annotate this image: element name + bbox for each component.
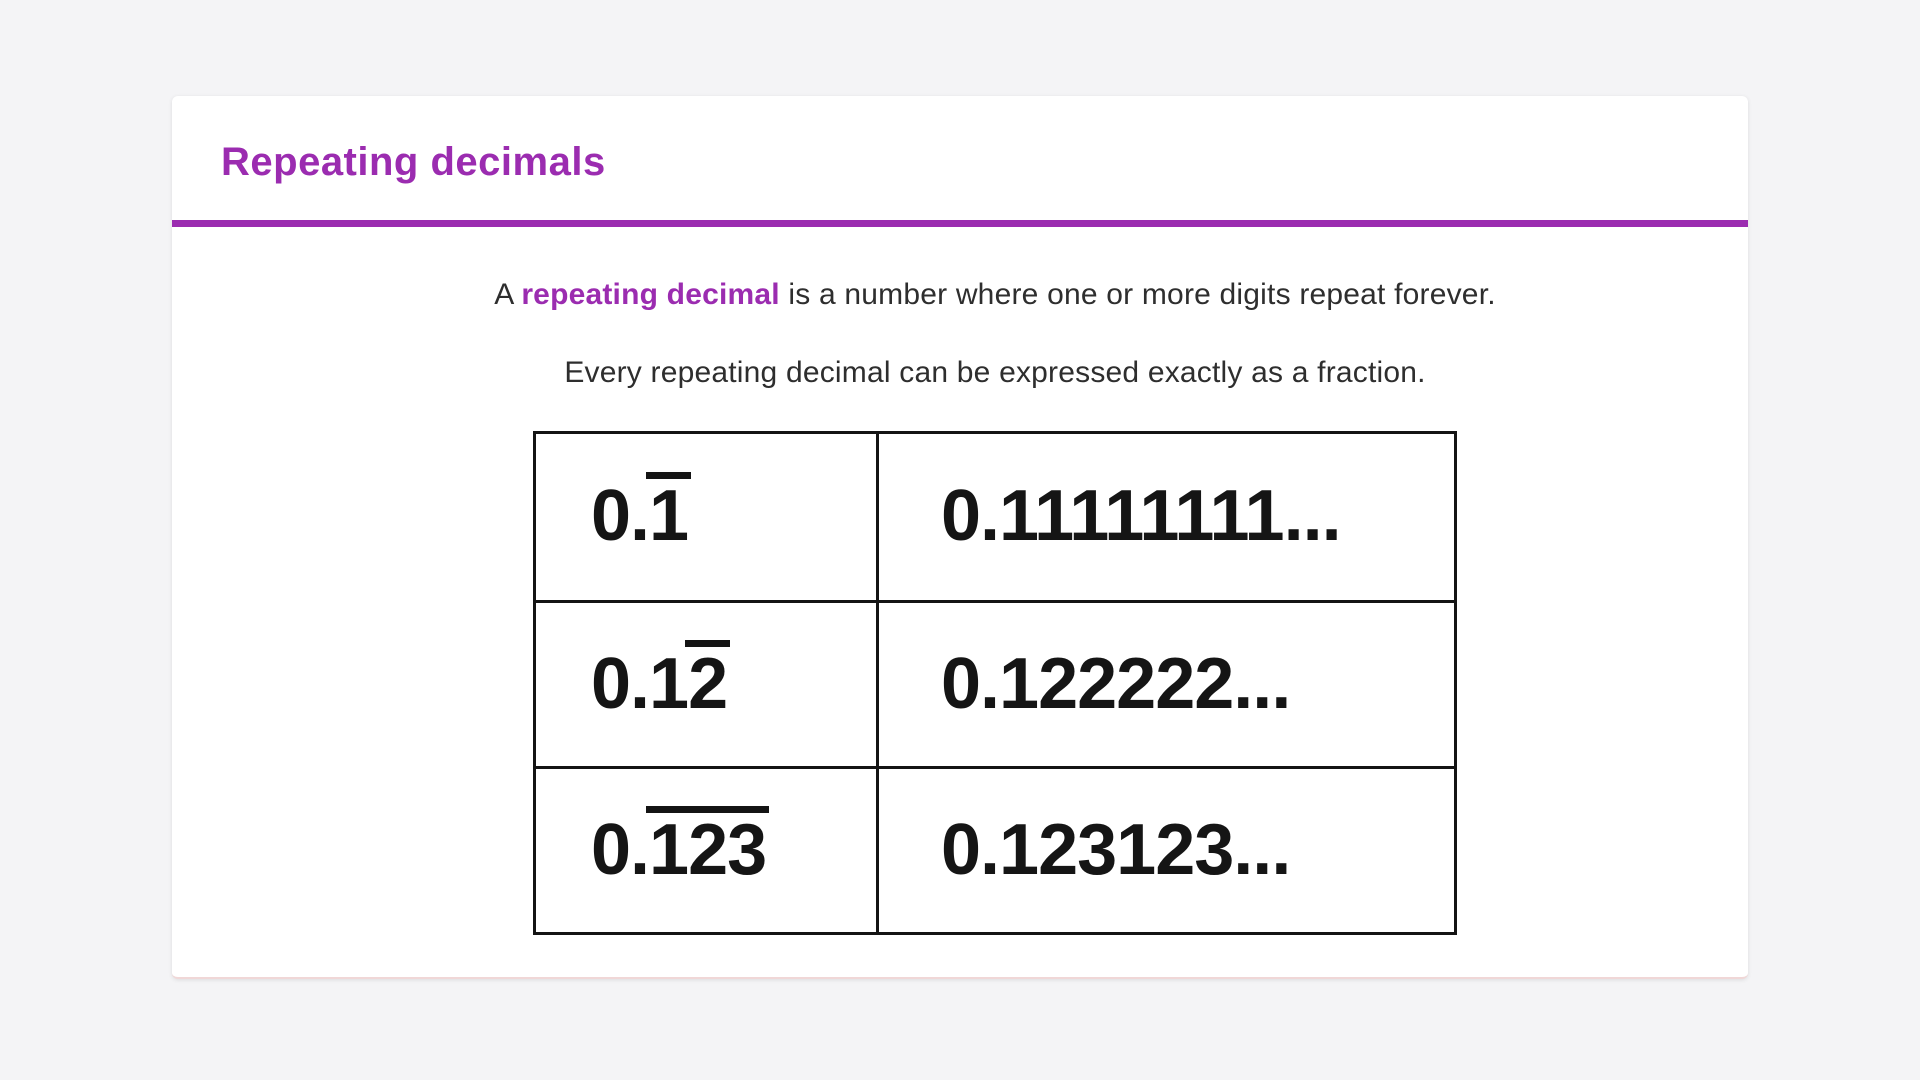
intro-sentence-suffix: is a number where one or more digits rep… xyxy=(779,278,1496,311)
notation-prefix-3: 0. xyxy=(591,809,650,890)
expansion-value-2: 0.122222... xyxy=(941,643,1291,724)
repeating-notation-1: 0.1 xyxy=(591,472,692,557)
repeating-notation-3: 0.123 xyxy=(591,805,770,890)
notation-cell-2: 0.12 xyxy=(536,600,876,766)
notation-prefix-1: 0. xyxy=(591,476,650,557)
intro-sentence-fraction: Every repeating decimal can be expressed… xyxy=(564,356,1426,389)
expansion-cell-1: 0.11111111... xyxy=(876,434,1454,600)
notation-overline-1: 1 xyxy=(646,472,692,557)
page-title: Repeating decimals xyxy=(221,140,606,184)
expansion-cell-2: 0.122222... xyxy=(876,600,1454,766)
expansion-value-3: 0.123123... xyxy=(941,809,1291,890)
card-header: Repeating decimals xyxy=(172,96,1748,220)
notation-overline-2: 2 xyxy=(685,639,731,724)
expansion-cell-3: 0.123123... xyxy=(876,766,1454,932)
repeating-notation-2: 0.12 xyxy=(591,639,731,724)
notation-overline-3: 123 xyxy=(646,805,770,890)
examples-table: 0.1 0.11111111... 0.12 0.122222... 0.123… xyxy=(533,431,1457,935)
notation-prefix-2: 0.1 xyxy=(591,643,689,724)
title-divider xyxy=(172,220,1748,227)
notation-cell-1: 0.1 xyxy=(536,434,876,600)
intro-term-highlight: repeating decimal xyxy=(521,278,780,311)
lesson-card: Repeating decimals A repeating decimal i… xyxy=(172,96,1748,979)
lesson-content: A repeating decimal is a number where on… xyxy=(172,277,1748,935)
intro-sentence-prefix: A xyxy=(494,278,522,311)
intro-sentence-definition: A repeating decimal is a number where on… xyxy=(242,277,1748,313)
expansion-value-1: 0.11111111... xyxy=(941,476,1342,557)
notation-cell-3: 0.123 xyxy=(536,766,876,932)
